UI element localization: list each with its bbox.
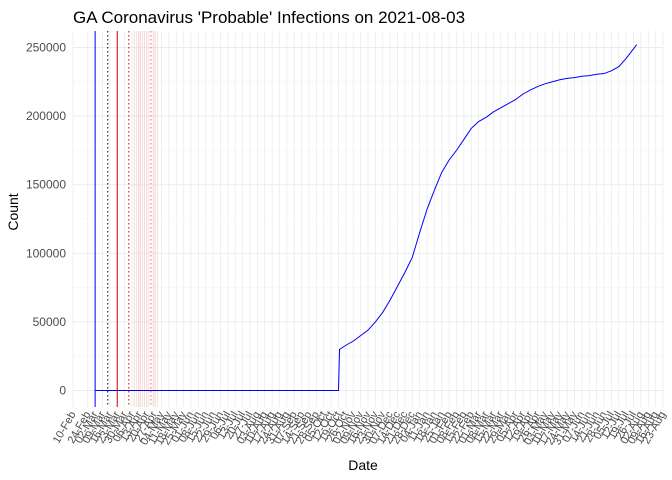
x-axis-ticks: 10-Feb24-Feb02-Mar09-Mar16-Mar23-Mar30-M…: [51, 409, 669, 447]
reference-lines: [94, 31, 158, 407]
chart-title: GA Coronavirus 'Probable' Infections on …: [73, 8, 465, 27]
y-axis-title: Count: [5, 193, 21, 230]
y-tick-label: 0: [59, 384, 66, 398]
x-axis-title: Date: [348, 457, 378, 473]
y-tick-label: 50000: [33, 315, 67, 329]
y-axis-ticks: 0 50000 100000 150000 200000 250000: [26, 40, 66, 397]
y-tick-label: 100000: [26, 246, 66, 260]
series-line: [95, 44, 638, 392]
y-tick-label: 250000: [26, 40, 66, 54]
y-tick-label: 150000: [26, 178, 66, 192]
gridlines: [72, 31, 664, 407]
series-layer: [95, 44, 638, 392]
y-tick-label: 200000: [26, 109, 66, 123]
